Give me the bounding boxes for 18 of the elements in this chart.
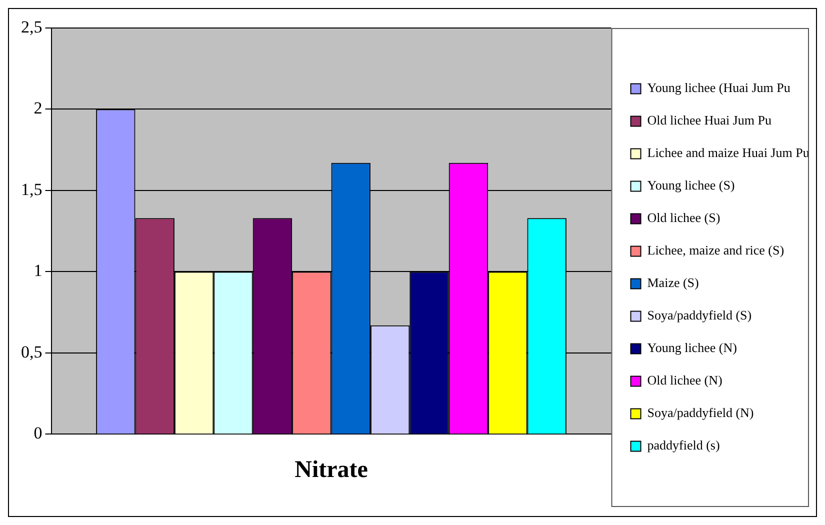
legend-label: Soya/paddyfield (N) <box>647 405 754 420</box>
y-tick-label: 1,5 <box>21 180 42 199</box>
legend-label: Maize (S) <box>647 275 699 290</box>
y-tick-label: 1 <box>34 261 42 280</box>
y-tick-label: 0 <box>34 424 42 443</box>
legend-label: paddyfield (s) <box>647 438 720 453</box>
y-tick-label: 0,5 <box>21 342 42 362</box>
legend-label: Soya/paddyfield (S) <box>647 308 752 323</box>
y-tick-label: 2 <box>34 98 42 118</box>
legend-label: Old lichee (S) <box>647 210 720 226</box>
legend-label: Old lichee Huai Jum Pu <box>647 112 772 128</box>
legend-label: Young lichee (Huai Jum Pu <box>647 80 791 96</box>
legend-label: Lichee, maize and rice (S) <box>647 242 784 258</box>
legend-label: Young lichee (S) <box>647 178 735 193</box>
x-tick-label: Nitrate <box>294 456 368 483</box>
y-tick-label: 2,5 <box>21 17 42 36</box>
legend-label: Old lichee (N) <box>647 372 722 388</box>
legend-label: Young lichee (N) <box>647 340 737 356</box>
